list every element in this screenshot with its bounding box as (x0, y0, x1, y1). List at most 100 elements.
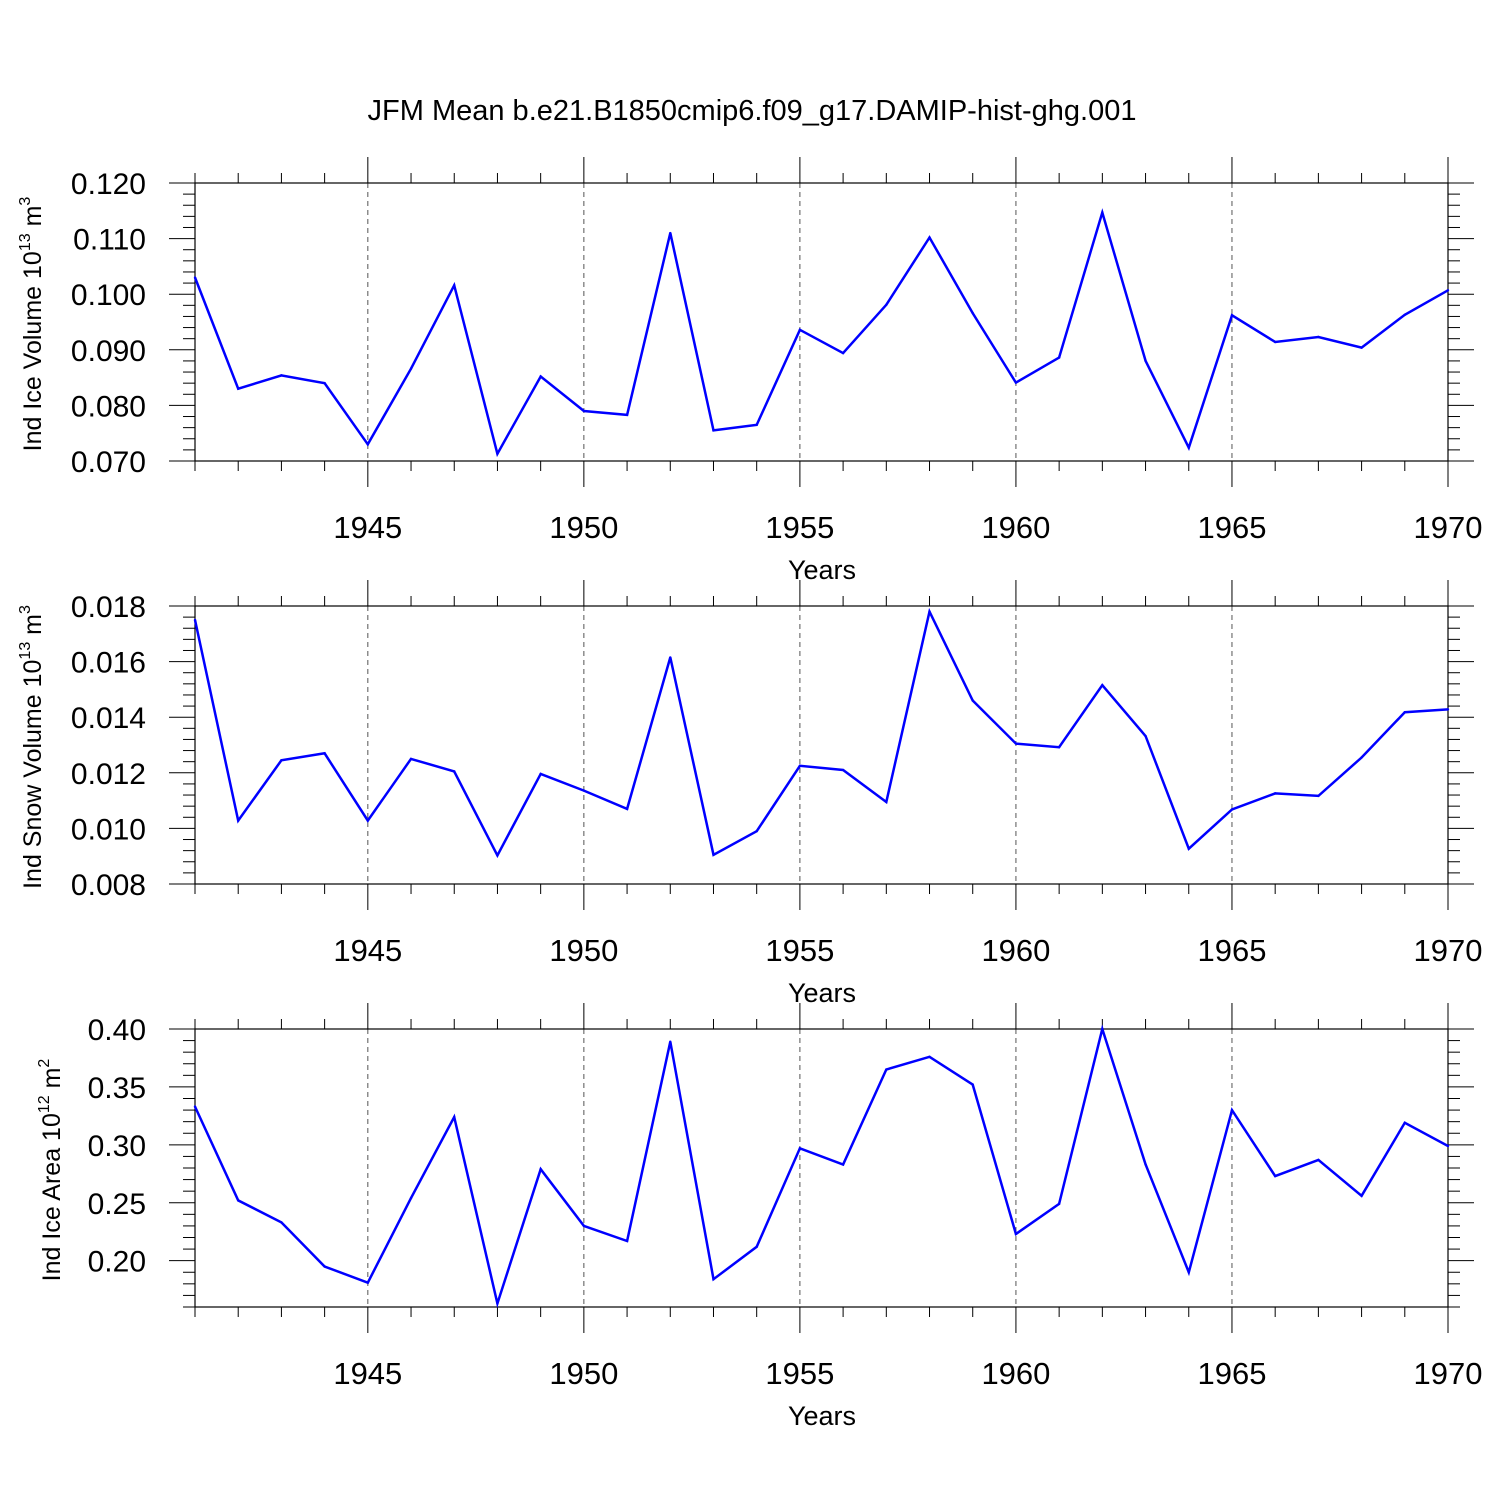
y-tick-label: 0.35 (88, 1072, 146, 1105)
x-tick-label: 1945 (333, 1356, 402, 1391)
y-axis-label: Ind Ice Area 1012 m2 (36, 1059, 66, 1282)
x-tick-label: 1960 (981, 1356, 1050, 1391)
data-point-1949 (539, 1167, 542, 1171)
y-tick-label: 0.018 (71, 591, 146, 624)
data-point-1953 (712, 853, 715, 857)
data-point-1953 (712, 1278, 715, 1281)
data-point-1961 (1057, 1202, 1061, 1206)
data-point-1950 (582, 409, 586, 413)
series-line (193, 607, 1449, 859)
x-tick-label: 1945 (333, 933, 402, 968)
x-tick-label: 1965 (1197, 1356, 1266, 1391)
data-point-1955 (798, 328, 802, 331)
data-point-1943 (280, 759, 283, 762)
data-point-1967 (1317, 794, 1320, 798)
data-point-1956 (841, 1163, 845, 1166)
plot-frame (194, 605, 1449, 885)
data-point-1945 (366, 1281, 370, 1284)
data-point-1964 (1187, 446, 1190, 449)
y-tick-label: 0.012 (71, 758, 146, 791)
data-point-1946 (409, 1196, 413, 1200)
data-point-1963 (1144, 359, 1147, 363)
data-point-1949 (539, 772, 542, 776)
data-point-1967 (1317, 1158, 1320, 1162)
data-point-1959 (971, 699, 974, 702)
data-point-1941 (193, 1105, 197, 1108)
data-point-1966 (1273, 1174, 1277, 1178)
data-point-1963 (1144, 734, 1147, 738)
data-point-1947 (453, 284, 456, 287)
data-point-1954 (755, 1245, 758, 1248)
x-tick-label: 1970 (1414, 933, 1483, 968)
data-point-1955 (798, 1147, 802, 1150)
data-point-1945 (366, 819, 370, 822)
y-axis-label: Ind Ice Volume 1013 m3 (17, 197, 47, 452)
y-tick-label: 0.20 (88, 1246, 146, 1279)
data-point-1961 (1057, 746, 1061, 749)
panel-1: 0.070 0.080 0.090 0.100 0.110 0.120 1945 1950 19… (17, 157, 1482, 585)
data-point-1960 (1014, 381, 1018, 384)
data-point-1957 (885, 303, 888, 306)
y-tick-label: 0.014 (71, 702, 146, 735)
data-point-1951 (625, 807, 629, 811)
data-point-1942 (237, 387, 240, 390)
y-tick-label: 0.30 (88, 1130, 146, 1163)
data-point-1950 (582, 1224, 586, 1228)
y-tick-label: 0.090 (71, 335, 146, 368)
x-tick-label: 1970 (1414, 1356, 1483, 1391)
data-point-1962 (1101, 211, 1104, 214)
plot-frame (194, 182, 1449, 462)
data-point-1943 (280, 1221, 283, 1224)
data-point-1959 (971, 311, 974, 315)
x-tick-label: 1955 (765, 1356, 834, 1391)
data-point-1956 (841, 768, 845, 772)
data-point-1942 (237, 819, 240, 822)
data-point-1954 (755, 829, 758, 833)
x-axis-label: Years (788, 1401, 856, 1431)
panels: 0.070 0.080 0.090 0.100 0.110 0.120 1945 1950 19… (17, 157, 1482, 1431)
x-tick-label: 1945 (333, 510, 402, 545)
data-point-1965 (1230, 1108, 1234, 1112)
data-point-1960 (1014, 1232, 1018, 1236)
chart-title: JFM Mean b.e21.B1850cmip6.f09_g17.DAMIP-… (368, 95, 1137, 127)
data-point-1947 (453, 1115, 456, 1119)
data-point-1962 (1101, 1027, 1104, 1031)
data-point-1953 (712, 429, 715, 432)
data-point-1958 (928, 610, 931, 613)
data-point-1964 (1187, 847, 1190, 850)
x-tick-label: 1950 (549, 1356, 618, 1391)
y-tick-label: 0.010 (71, 813, 146, 846)
data-point-1963 (1144, 1163, 1147, 1166)
data-point-1951 (625, 1239, 629, 1243)
data-point-1964 (1187, 1271, 1190, 1274)
panel-2: 0.008 0.010 0.012 0.014 0.016 0.018 1945 1950 19… (17, 580, 1482, 1008)
data-point-1944 (323, 1265, 326, 1268)
data-point-1955 (798, 764, 802, 768)
data-point-1952 (669, 656, 672, 659)
data-point-1956 (841, 351, 845, 355)
data-point-1967 (1317, 335, 1320, 339)
x-axis-label: Years (788, 555, 856, 585)
data-point-1952 (669, 231, 672, 235)
data-point-1968 (1360, 346, 1363, 349)
panel-3: 0.20 0.25 0.30 0.35 0.40 1945 1950 1955 1960 1965… (36, 1003, 1482, 1431)
data-point-1944 (323, 381, 326, 385)
data-point-1969 (1403, 710, 1406, 714)
y-tick-label: 0.110 (73, 224, 146, 257)
y-tick-label: 0.080 (71, 390, 146, 423)
x-axis-label: Years (788, 978, 856, 1008)
data-point-1959 (971, 1083, 974, 1086)
x-tick-label: 1955 (765, 510, 834, 545)
data-point-1958 (928, 1055, 931, 1059)
y-tick-label: 0.25 (88, 1188, 146, 1221)
data-point-1966 (1273, 340, 1277, 344)
data-point-1946 (409, 367, 413, 370)
data-point-1969 (1403, 1121, 1406, 1125)
y-axis-label: Ind Snow Volume 1013 m3 (17, 605, 47, 889)
data-point-1941 (193, 618, 197, 622)
data-point-1948 (496, 854, 499, 857)
data-point-1950 (582, 789, 586, 792)
x-tick-label: 1950 (549, 933, 618, 968)
data-point-1962 (1101, 684, 1104, 687)
